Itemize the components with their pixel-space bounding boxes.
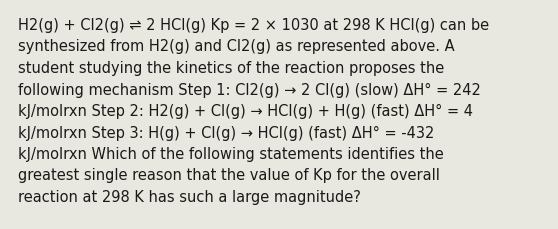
Text: synthesized from H2(g) and Cl2(g) as represented above. A: synthesized from H2(g) and Cl2(g) as rep… <box>18 39 455 54</box>
Text: reaction at 298 K has such a large magnitude?: reaction at 298 K has such a large magni… <box>18 189 361 204</box>
Text: greatest single reason that the value of Kp for the overall: greatest single reason that the value of… <box>18 168 440 183</box>
Text: kJ/molrxn Step 3: H(g) + Cl(g) → HCl(g) (fast) ΔH° = -432: kJ/molrxn Step 3: H(g) + Cl(g) → HCl(g) … <box>18 125 434 140</box>
Text: H2(g) + Cl2(g) ⇌ 2 HCl(g) Kp = 2 × 1030 at 298 K HCl(g) can be: H2(g) + Cl2(g) ⇌ 2 HCl(g) Kp = 2 × 1030 … <box>18 18 489 33</box>
Text: kJ/molrxn Step 2: H2(g) + Cl(g) → HCl(g) + H(g) (fast) ΔH° = 4: kJ/molrxn Step 2: H2(g) + Cl(g) → HCl(g)… <box>18 104 473 118</box>
Text: following mechanism Step 1: Cl2(g) → 2 Cl(g) (slow) ΔH° = 242: following mechanism Step 1: Cl2(g) → 2 C… <box>18 82 481 97</box>
Text: student studying the kinetics of the reaction proposes the: student studying the kinetics of the rea… <box>18 61 444 76</box>
Text: kJ/molrxn Which of the following statements identifies the: kJ/molrxn Which of the following stateme… <box>18 146 444 161</box>
